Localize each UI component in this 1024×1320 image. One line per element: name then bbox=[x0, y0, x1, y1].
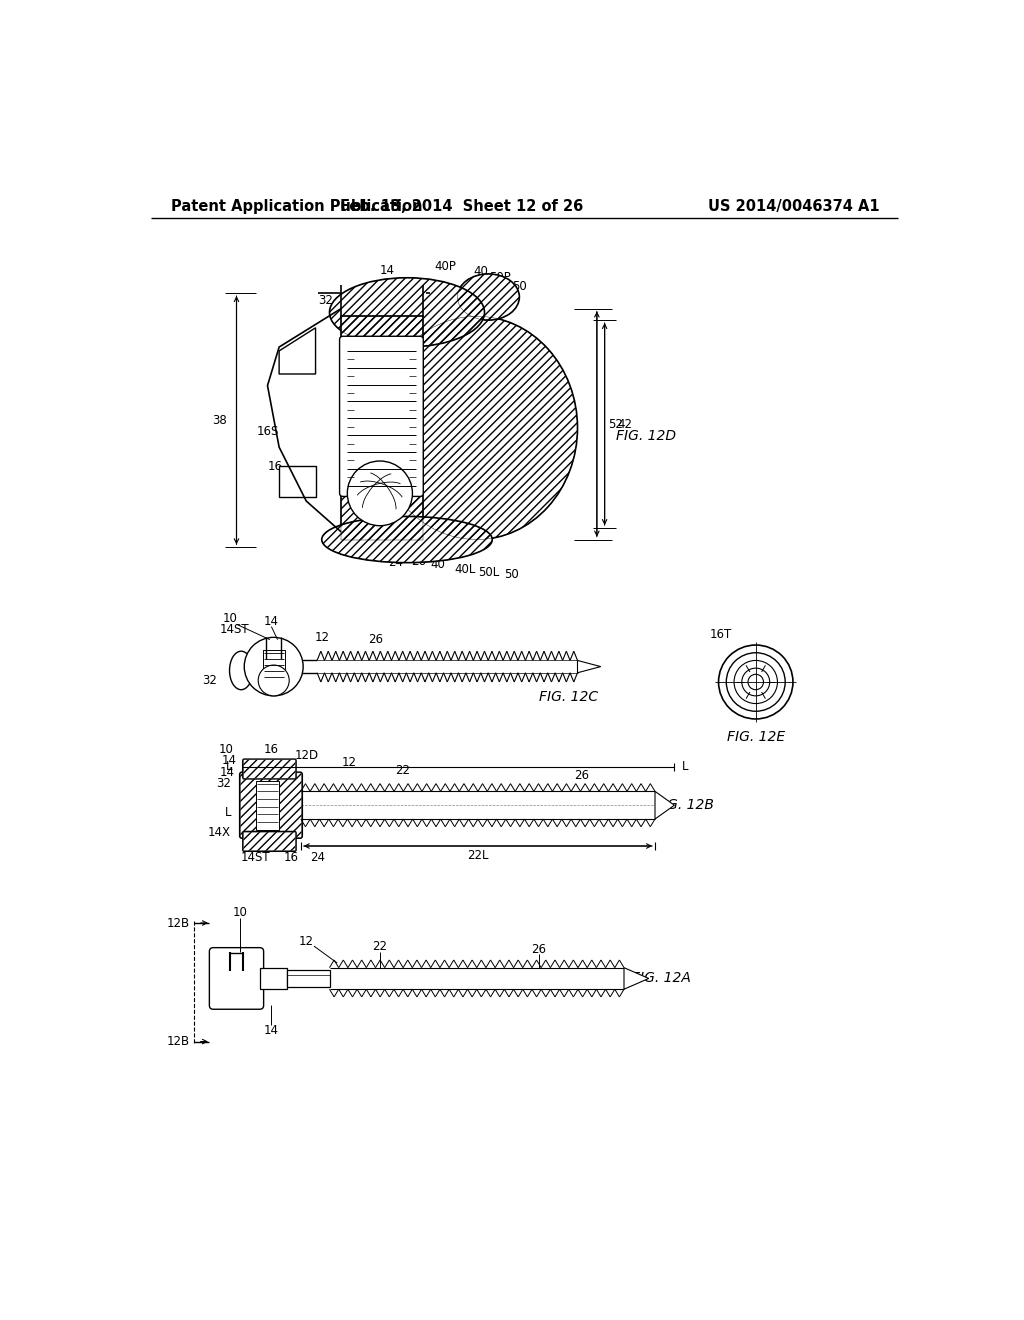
Text: 14: 14 bbox=[264, 1024, 279, 1038]
Text: 40L: 40L bbox=[455, 564, 476, 576]
Text: 12: 12 bbox=[341, 756, 356, 770]
Text: 50: 50 bbox=[512, 280, 526, 293]
Circle shape bbox=[734, 660, 777, 704]
Circle shape bbox=[258, 665, 289, 696]
Text: 12: 12 bbox=[314, 631, 330, 644]
Text: 26: 26 bbox=[573, 770, 589, 783]
Text: 40P: 40P bbox=[435, 260, 457, 273]
Bar bbox=[287, 970, 330, 987]
Text: 14: 14 bbox=[264, 615, 279, 628]
Text: 50L: 50L bbox=[478, 566, 499, 579]
FancyBboxPatch shape bbox=[243, 759, 296, 779]
Text: 14: 14 bbox=[221, 754, 237, 767]
Text: 50P: 50P bbox=[489, 271, 511, 284]
Text: 40: 40 bbox=[430, 558, 445, 572]
Text: 32: 32 bbox=[318, 294, 333, 308]
FancyBboxPatch shape bbox=[243, 832, 296, 851]
Text: 14ST: 14ST bbox=[241, 851, 270, 865]
Text: FIG. 12E: FIG. 12E bbox=[727, 730, 784, 744]
Text: Feb. 13, 2014  Sheet 12 of 26: Feb. 13, 2014 Sheet 12 of 26 bbox=[340, 199, 583, 214]
Circle shape bbox=[245, 638, 303, 696]
Polygon shape bbox=[280, 466, 315, 498]
Text: 26: 26 bbox=[369, 634, 384, 647]
Text: FIG. 12C: FIG. 12C bbox=[539, 690, 598, 705]
FancyBboxPatch shape bbox=[240, 772, 302, 838]
Circle shape bbox=[719, 645, 793, 719]
FancyBboxPatch shape bbox=[209, 948, 263, 1010]
Polygon shape bbox=[624, 968, 649, 989]
Text: 16: 16 bbox=[284, 851, 298, 865]
Text: 26: 26 bbox=[411, 554, 426, 568]
Circle shape bbox=[741, 668, 770, 696]
Text: 12B: 12B bbox=[167, 1035, 190, 1048]
Text: 12B: 12B bbox=[167, 916, 190, 929]
Text: 14: 14 bbox=[219, 766, 234, 779]
Text: L: L bbox=[226, 760, 232, 774]
Text: 22: 22 bbox=[395, 764, 411, 777]
Text: 32: 32 bbox=[203, 675, 217, 686]
Text: 32: 32 bbox=[216, 777, 231, 791]
Text: 16T: 16T bbox=[710, 628, 732, 640]
Bar bbox=[263, 649, 285, 681]
Text: 10: 10 bbox=[232, 907, 248, 920]
Text: 16: 16 bbox=[264, 743, 279, 756]
Text: 10: 10 bbox=[219, 743, 233, 756]
Text: 14: 14 bbox=[380, 264, 395, 277]
Text: 14X: 14X bbox=[208, 825, 231, 838]
Bar bbox=[341, 317, 423, 540]
Text: 14ST: 14ST bbox=[220, 623, 250, 636]
Text: 12D: 12D bbox=[294, 748, 318, 762]
Bar bbox=[317, 653, 578, 681]
Text: 12: 12 bbox=[299, 935, 313, 948]
Text: 52: 52 bbox=[608, 417, 624, 430]
FancyBboxPatch shape bbox=[340, 337, 423, 496]
Text: 10: 10 bbox=[223, 612, 238, 626]
Ellipse shape bbox=[458, 275, 519, 321]
Text: Patent Application Publication: Patent Application Publication bbox=[171, 199, 422, 214]
Text: L: L bbox=[224, 807, 231, 820]
Ellipse shape bbox=[322, 516, 493, 562]
Circle shape bbox=[748, 675, 764, 689]
Text: FIG. 12D: FIG. 12D bbox=[616, 429, 676, 442]
Ellipse shape bbox=[330, 277, 484, 347]
Text: FIG. 12A: FIG. 12A bbox=[632, 972, 690, 986]
Polygon shape bbox=[280, 327, 315, 374]
Polygon shape bbox=[655, 792, 675, 818]
Text: 24: 24 bbox=[388, 556, 402, 569]
Text: US 2014/0046374 A1: US 2014/0046374 A1 bbox=[709, 199, 880, 214]
Ellipse shape bbox=[376, 317, 578, 540]
Text: 42: 42 bbox=[617, 417, 633, 430]
Text: FIG. 12B: FIG. 12B bbox=[655, 799, 714, 812]
Text: L: L bbox=[682, 760, 688, 774]
Polygon shape bbox=[578, 660, 601, 673]
Text: 38: 38 bbox=[212, 413, 226, 426]
Text: 22: 22 bbox=[373, 940, 387, 953]
Text: 40: 40 bbox=[473, 265, 488, 279]
Circle shape bbox=[347, 461, 413, 525]
Bar bbox=[341, 317, 423, 540]
Text: 22L: 22L bbox=[467, 849, 488, 862]
Text: 50: 50 bbox=[504, 568, 519, 581]
Bar bbox=[260, 968, 287, 989]
Circle shape bbox=[726, 653, 785, 711]
Text: 24: 24 bbox=[310, 851, 326, 865]
Text: 26: 26 bbox=[531, 942, 546, 956]
Text: 16S: 16S bbox=[257, 425, 280, 438]
Ellipse shape bbox=[229, 651, 253, 689]
Bar bbox=[256, 780, 280, 830]
Text: 16: 16 bbox=[268, 459, 283, 473]
